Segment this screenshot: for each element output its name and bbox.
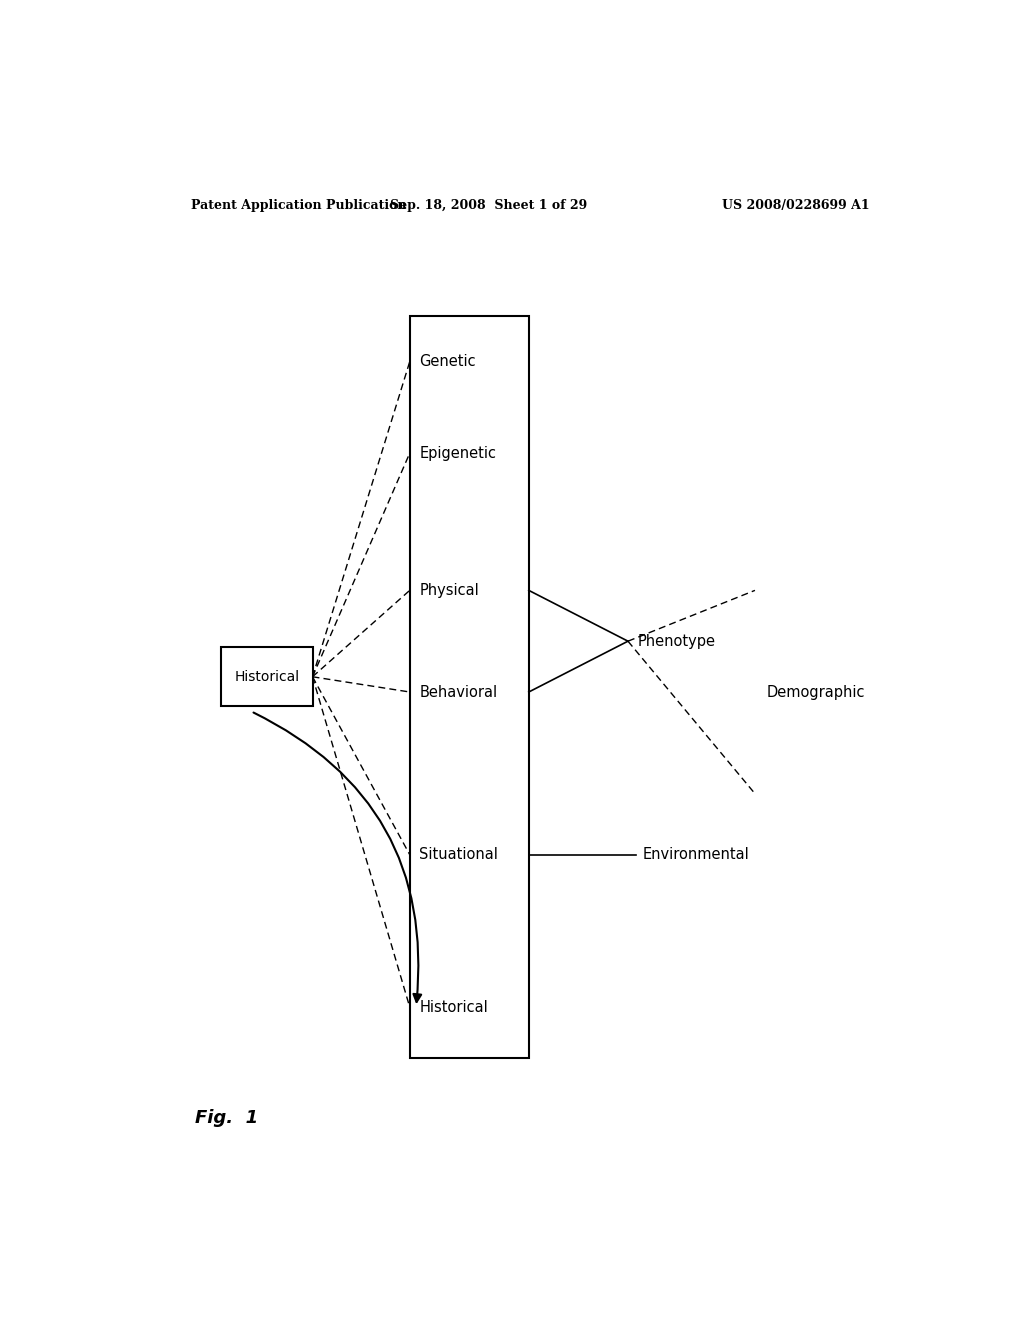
Text: Demographic: Demographic bbox=[767, 685, 865, 700]
Bar bbox=[410, 315, 528, 1057]
Text: US 2008/0228699 A1: US 2008/0228699 A1 bbox=[722, 198, 870, 211]
Text: Historical: Historical bbox=[234, 669, 299, 684]
Text: Physical: Physical bbox=[419, 583, 479, 598]
Text: Epigenetic: Epigenetic bbox=[419, 446, 497, 461]
Bar bbox=[221, 647, 312, 706]
Text: Historical: Historical bbox=[419, 999, 488, 1015]
Text: Fig.  1: Fig. 1 bbox=[196, 1109, 259, 1127]
Text: Genetic: Genetic bbox=[419, 354, 476, 370]
Text: Environmental: Environmental bbox=[642, 847, 749, 862]
Text: Patent Application Publication: Patent Application Publication bbox=[191, 198, 407, 211]
Text: Sep. 18, 2008  Sheet 1 of 29: Sep. 18, 2008 Sheet 1 of 29 bbox=[390, 198, 588, 211]
Text: Phenotype: Phenotype bbox=[638, 634, 716, 648]
FancyArrowPatch shape bbox=[254, 713, 421, 1002]
Text: Behavioral: Behavioral bbox=[419, 685, 498, 700]
Text: Situational: Situational bbox=[419, 847, 498, 862]
